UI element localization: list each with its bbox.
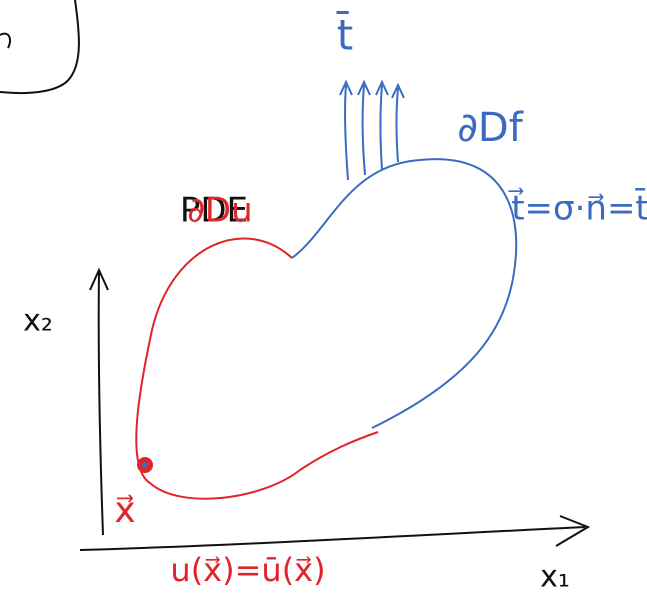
page: {"labels": { "traction": "t̄", "neumann_… bbox=[0, 0, 647, 605]
neumann-boundary-curve bbox=[292, 159, 516, 428]
partial-shape bbox=[0, 0, 79, 93]
traction-condition-label: t⃗=σ·n⃗=t̄ bbox=[508, 187, 647, 228]
neumann-boundary-label: ∂Df bbox=[457, 105, 523, 151]
x1-label: x₁ bbox=[540, 560, 570, 595]
dirichlet-boundary-curve bbox=[136, 239, 378, 499]
dirichlet-boundary-label: ∂Du bbox=[187, 191, 252, 231]
traction-label: t̄ bbox=[336, 9, 353, 60]
x1-axis bbox=[80, 516, 588, 550]
point-marker-center bbox=[142, 462, 148, 468]
displacement-condition-label: u(x⃗)=ū(x⃗) bbox=[170, 551, 325, 589]
x2-label: x₂ bbox=[23, 304, 53, 339]
point-label: x⃗ bbox=[114, 490, 135, 531]
diagram: t̄ ∂Df t⃗=σ·n⃗=t̄ PDE ∂Du x₂ x₁ x⃗ u(x⃗)… bbox=[0, 0, 647, 605]
x2-axis bbox=[90, 270, 108, 535]
